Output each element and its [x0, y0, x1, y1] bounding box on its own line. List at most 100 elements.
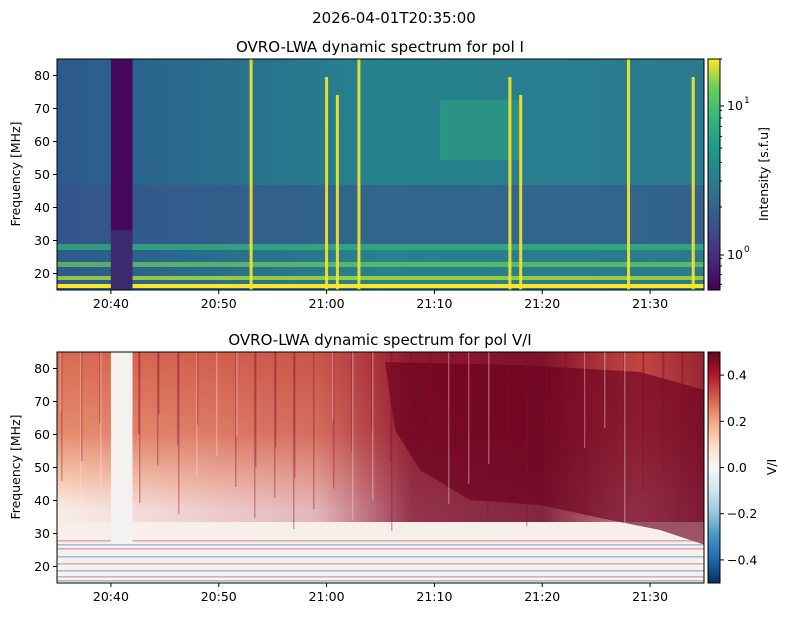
top-heatmap [57, 59, 704, 290]
burst-streak [519, 95, 523, 290]
bottom-x-tick-label: 21:10 [416, 589, 452, 604]
bottom-y-tick-label: 40 [34, 493, 50, 508]
texture-streak [448, 352, 450, 504]
texture-streak [351, 352, 353, 451]
texture-streak [236, 352, 238, 436]
texture-streak [139, 352, 141, 503]
noise-band [57, 540, 704, 542]
burst-streak [508, 77, 512, 290]
bottom-x-tick: 21:10 [416, 583, 452, 604]
bottom-y-tick-label: 80 [34, 361, 50, 376]
texture-streak [352, 352, 354, 520]
top-panel-title: OVRO-LWA dynamic spectrum for pol I [236, 38, 524, 56]
top-y-tick: 40 [34, 200, 57, 215]
bottom-colorbar-tick: 0.4 [720, 368, 747, 383]
texture-streak [313, 352, 315, 509]
top-x-tick: 20:50 [201, 290, 237, 311]
bottom-x-tick-label: 21:00 [309, 589, 345, 604]
noise-band [57, 548, 704, 550]
top-x-tick-label: 21:00 [309, 296, 345, 311]
top-colorbar-label: Intensity [s.f.u] [756, 127, 771, 221]
texture-streak [255, 352, 257, 467]
top-x-tick: 20:40 [93, 290, 129, 311]
top-y-tick: 80 [34, 68, 57, 83]
top-y-tick: 50 [34, 167, 57, 182]
top-y-tick: 20 [34, 266, 57, 281]
texture-streak [390, 352, 392, 462]
top-y-tick-label: 40 [34, 200, 50, 215]
top-bursts [249, 59, 695, 290]
texture-streak [566, 352, 568, 486]
svg-text:0: 0 [744, 245, 750, 255]
top-heatmap-band-28mhz [57, 244, 704, 250]
texture-streak [410, 352, 412, 442]
texture-streak [294, 352, 296, 478]
top-y-tick: 60 [34, 134, 57, 149]
texture-streak [643, 352, 645, 439]
texture-streak [623, 352, 625, 459]
svg-text:10: 10 [727, 247, 743, 262]
top-x-tick-label: 20:50 [201, 296, 237, 311]
texture-streak [157, 352, 159, 465]
top-x-tick: 21:00 [309, 290, 345, 311]
top-panel: OVRO-LWA dynamic spectrum for pol I 20 30… [8, 38, 771, 311]
bottom-streaks [60, 352, 684, 531]
texture-streak [60, 352, 62, 412]
top-y-tick-label: 50 [34, 167, 50, 182]
bottom-colorbar-tick-label: 0.0 [727, 460, 747, 475]
texture-streak [235, 352, 237, 487]
top-colorbar-tick-10-0: 10 0 [720, 245, 750, 262]
bottom-x-tick: 20:40 [93, 583, 129, 604]
texture-streak [662, 352, 664, 470]
texture-streak [430, 352, 432, 422]
top-y-ticks: 20 30 40 50 60 70 80 [34, 68, 57, 281]
texture-streak [216, 352, 218, 456]
bottom-y-tick-label: 50 [34, 460, 50, 475]
top-y-tick-label: 80 [34, 68, 50, 83]
top-heatmap-band-22mhz [57, 262, 704, 267]
bottom-y-tick: 60 [34, 427, 57, 442]
bottom-x-tick-label: 20:40 [93, 589, 129, 604]
texture-streak [158, 352, 160, 414]
texture-streak [565, 352, 567, 417]
bottom-y-tick: 40 [34, 493, 57, 508]
bottom-y-tick-label: 60 [34, 427, 50, 442]
texture-streak [527, 352, 529, 475]
top-colorbar-tick-10-1: 10 1 [720, 96, 750, 113]
bottom-y-ticks: 20 30 40 50 60 70 80 [34, 361, 57, 574]
texture-streak [487, 352, 489, 515]
top-y-tick-label: 20 [34, 266, 50, 281]
bottom-colorbar-tick-label: −0.2 [727, 506, 757, 521]
texture-streak [507, 352, 509, 495]
texture-streak [254, 352, 256, 518]
texture-streak [293, 352, 295, 529]
svg-text:1: 1 [744, 96, 750, 106]
texture-streak [429, 352, 431, 473]
bottom-colorbar-tick-label: −0.4 [727, 552, 757, 567]
top-x-tick: 21:20 [524, 290, 560, 311]
texture-streak [624, 352, 626, 528]
top-y-tick: 30 [34, 233, 57, 248]
texture-streak [682, 352, 684, 450]
noise-band [57, 570, 704, 572]
texture-streak [61, 352, 63, 481]
bottom-y-tick: 80 [34, 361, 57, 376]
top-x-tick: 21:30 [632, 290, 668, 311]
texture-streak [526, 352, 528, 526]
texture-streak [178, 352, 180, 514]
bottom-x-tick: 20:50 [201, 583, 237, 604]
top-colorbar-minor-ticks [720, 58, 722, 285]
texture-streak [681, 352, 683, 501]
texture-streak [99, 352, 101, 423]
bottom-data-gap [110, 352, 133, 542]
texture-streak [333, 352, 335, 489]
bottom-colorbar-tick: 0.0 [720, 460, 747, 475]
bottom-colorbar-tick: −0.4 [720, 552, 757, 567]
texture-streak [138, 352, 140, 434]
texture-streak [468, 352, 470, 484]
bottom-y-tick-label: 70 [34, 394, 50, 409]
texture-streak [372, 352, 374, 500]
texture-streak [81, 352, 83, 461]
bottom-colorbar-ticks: 0.4 0.2 0.0 −0.2 −0.4 [720, 368, 757, 567]
bottom-x-tick: 21:00 [309, 583, 345, 604]
